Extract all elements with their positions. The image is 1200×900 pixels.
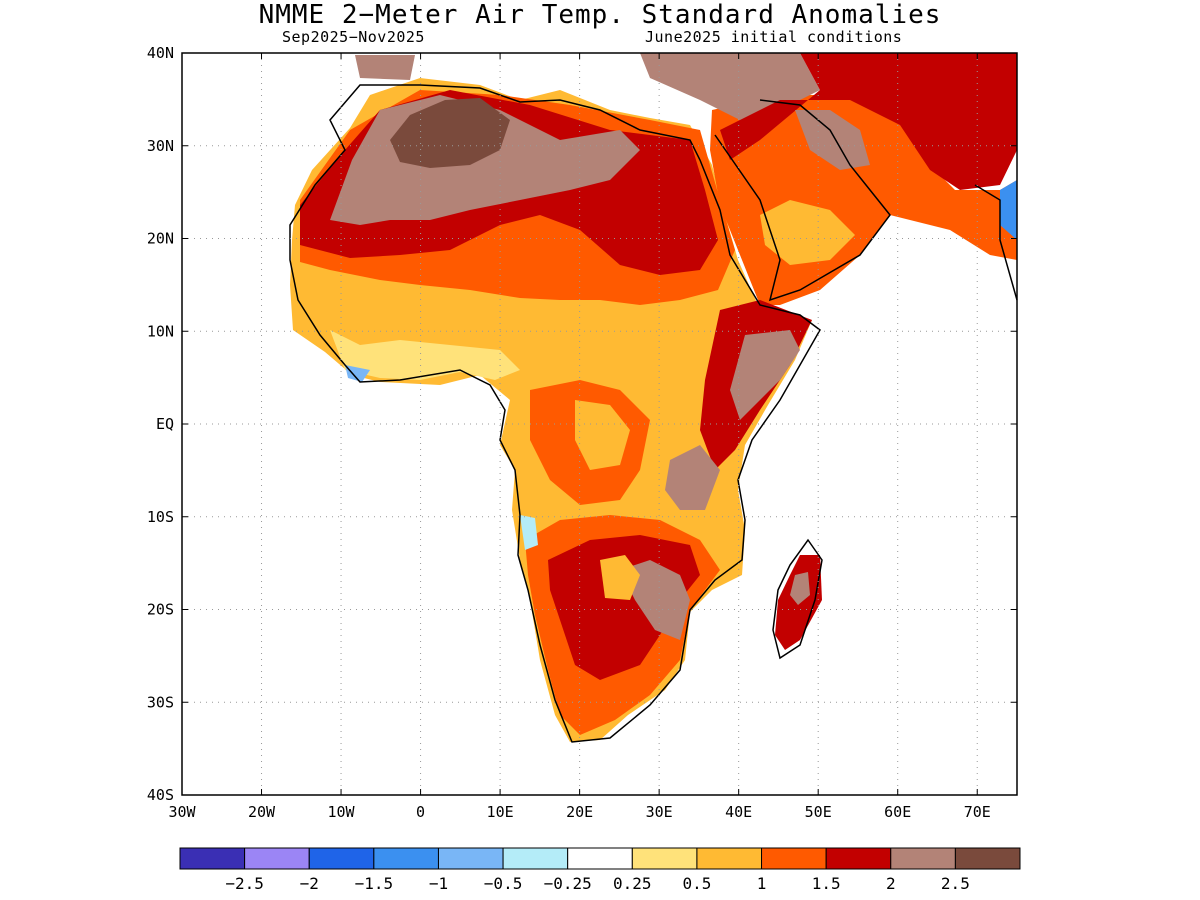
lon-label: 70E (964, 803, 991, 821)
region-arabia-brown (795, 110, 870, 170)
colorbar-label: −2 (300, 874, 319, 893)
region-guinea-cool (345, 365, 370, 382)
lon-label: 20E (566, 803, 593, 821)
lat-label: 30S (147, 693, 174, 711)
colorbar-swatch (631, 847, 698, 870)
colorbar-swatch (890, 847, 956, 870)
india-coastline (974, 184, 1018, 301)
colorbar-swatch (696, 847, 763, 870)
region-sahara-max (390, 98, 510, 168)
lon-label: 60E (884, 803, 911, 821)
region-south-pale (600, 555, 640, 600)
axis-ticks: 30W 20W 10W 0 10E 20E 30E 40E 50E 60E 70E 40N 30N 20N… (147, 44, 1017, 821)
africa-coastline (289, 84, 821, 743)
lon-label: 20W (248, 803, 276, 821)
arabia-coastline (714, 99, 891, 302)
colorbar-label: −2.5 (225, 874, 264, 893)
region-horn-brown (730, 330, 800, 420)
colorbar-label: −0.25 (544, 874, 592, 893)
colorbar-label: 1.5 (812, 874, 841, 893)
colorbar-swatch (373, 847, 439, 870)
region-arabia-orange-pocket (760, 200, 855, 265)
colorbar-swatch (244, 847, 310, 870)
lat-label: 20S (147, 601, 174, 619)
region-madagascar-brown (790, 572, 810, 605)
lat-label: 20N (147, 230, 174, 248)
region-east-brown (665, 445, 720, 510)
region-med-brown (355, 55, 415, 80)
colorbar-label: 1 (757, 874, 767, 893)
colorbar-swatch (567, 847, 633, 870)
lat-label: EQ (156, 415, 174, 433)
colorbar-label: −1 (429, 874, 448, 893)
colorbar: −2.5 −2 −1.5 −1 −0.5 −0.25 0.25 0.5 1 1.5 2 2.5 (179, 847, 1021, 893)
lon-label: 40E (725, 803, 752, 821)
lon-label: 30W (168, 803, 196, 821)
region-arabia-red (720, 53, 1017, 190)
colorbar-label: −1.5 (355, 874, 394, 893)
initial-conditions-label: June2025 initial conditions (645, 28, 903, 46)
map-title: NMME 2−Meter Air Temp. Standard Anomalie… (258, 0, 942, 30)
colorbar-label: 2.5 (941, 874, 970, 893)
colorbar-swatch (502, 847, 569, 870)
forecast-period: Sep2025−Nov2025 (282, 28, 425, 46)
colorbar-label: 0.5 (682, 874, 711, 893)
colorbar-label: 0.25 (613, 874, 652, 893)
lon-label: 50E (805, 803, 832, 821)
region-india-cool (1000, 180, 1017, 240)
lat-label: 10N (147, 322, 174, 340)
region-congo-pale (575, 400, 630, 470)
lon-label: 30E (646, 803, 673, 821)
lat-label: 10S (147, 508, 174, 526)
lat-label: 40S (147, 786, 174, 804)
colorbar-swatch (308, 847, 375, 870)
region-central-yellow (330, 330, 520, 380)
anomaly-fields (290, 53, 1017, 742)
region-angola-cool (520, 515, 538, 550)
colorbar-swatch (437, 847, 504, 870)
map-frame (181, 52, 1018, 796)
lon-label: 10W (328, 803, 356, 821)
lon-label: 0 (416, 803, 425, 821)
colorbar-swatch (179, 847, 246, 870)
graticule (182, 53, 1017, 795)
lat-label: 30N (147, 137, 174, 155)
colorbar-label: 2 (886, 874, 896, 893)
colorbar-label: −0.5 (484, 874, 523, 893)
colorbar-swatch (825, 847, 892, 870)
colorbar-swatch (761, 847, 827, 870)
lon-label: 10E (487, 803, 514, 821)
lat-label: 40N (147, 44, 174, 62)
madagascar-coastline (772, 538, 823, 660)
colorbar-swatch (954, 847, 1021, 870)
